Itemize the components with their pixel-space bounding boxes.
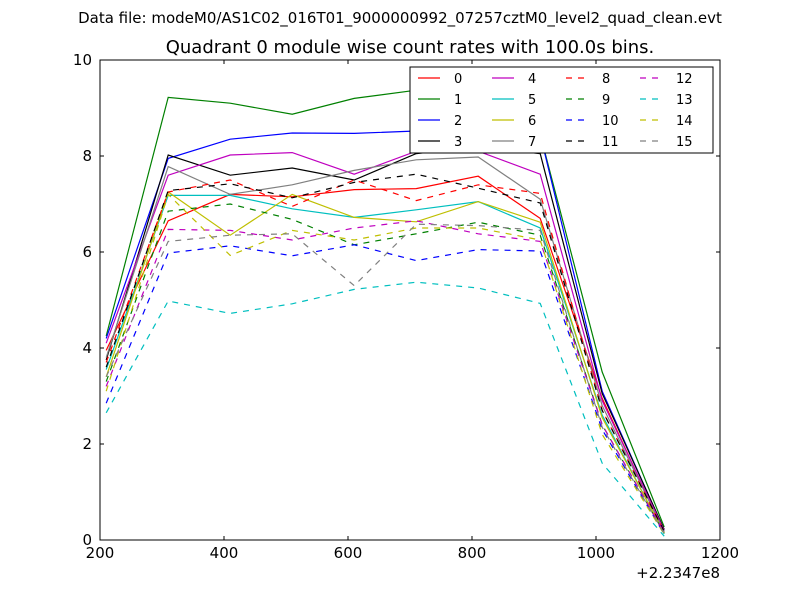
legend-label-0: 0 [454, 72, 462, 87]
x-tick-label-800: 800 [458, 544, 487, 562]
y-tick-label-6: 6 [82, 243, 92, 261]
series-line-8 [105, 179, 665, 532]
legend-label-2: 2 [454, 114, 462, 129]
x-tick-label-1000: 1000 [577, 544, 615, 562]
legend-label-15: 15 [676, 135, 693, 150]
legend-box [409, 66, 714, 154]
x-tick-label-200: 200 [86, 544, 115, 562]
y-tick-label-8: 8 [82, 147, 92, 165]
y-tick-label-2: 2 [82, 435, 92, 453]
legend-label-8: 8 [602, 72, 610, 87]
chart-title: Quadrant 0 module wise count rates with … [166, 37, 655, 58]
series-line-12 [105, 220, 665, 534]
x-tick-label-600: 600 [334, 544, 363, 562]
y-tick-label-0: 0 [82, 531, 92, 549]
x-offset-label: +2.2347e8 [636, 564, 720, 582]
figure-supertitle: Data file: modeM0/AS1C02_016T01_90000009… [78, 9, 722, 28]
legend-label-5: 5 [528, 93, 536, 108]
plot-frame [99, 59, 721, 541]
legend-label-10: 10 [602, 114, 619, 129]
series-line-2 [105, 130, 665, 531]
legend-label-6: 6 [528, 114, 536, 129]
series-line-1 [105, 84, 665, 528]
legend-label-12: 12 [676, 72, 693, 87]
x-tick-label-1200: 1200 [701, 544, 739, 562]
series-line-11 [105, 173, 665, 532]
legend-label-13: 13 [676, 93, 693, 108]
axis-ticks [99, 59, 721, 541]
series-line-6 [105, 191, 665, 534]
series-line-4 [105, 150, 665, 531]
legend-label-9: 9 [602, 93, 610, 108]
x-tick-label-400: 400 [210, 544, 239, 562]
y-tick-label-4: 4 [82, 339, 92, 357]
y-tick-label-10: 10 [73, 51, 92, 69]
legend-label-1: 1 [454, 93, 462, 108]
legend-label-3: 3 [454, 135, 462, 150]
legend-label-7: 7 [528, 135, 536, 150]
series-line-13 [105, 281, 665, 537]
series-line-15 [105, 223, 665, 535]
legend-label-4: 4 [528, 72, 536, 87]
legend-label-11: 11 [602, 135, 619, 150]
series-line-14 [105, 193, 665, 535]
series-line-9 [105, 203, 665, 534]
legend-label-14: 14 [676, 114, 693, 129]
plot-lines [105, 84, 665, 537]
series-line-10 [105, 244, 665, 535]
